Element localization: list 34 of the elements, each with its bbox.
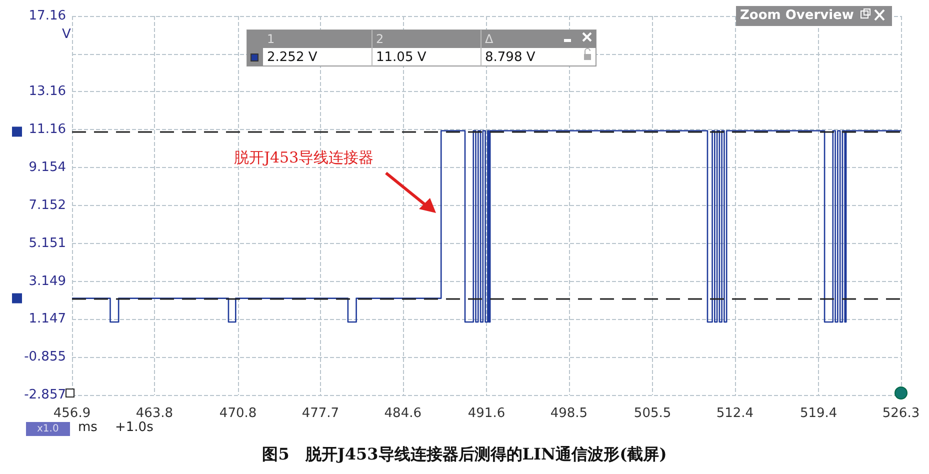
x-tick-label: 456.9 (53, 406, 91, 421)
x-tick-label: 477.7 (302, 406, 340, 421)
x-tick-label: 505.5 (634, 406, 672, 421)
y-tick-label: 1.147 (28, 312, 66, 327)
y-tick-label: 3.149 (28, 274, 66, 289)
y-tick-label: 17.16 (28, 8, 66, 24)
x-tick-label: 498.5 (550, 406, 588, 421)
x-tick-label: 512.4 (716, 406, 754, 421)
x-tick-label: 470.8 (219, 406, 257, 421)
text: x1.0 (37, 424, 59, 434)
annotation: 2 (376, 32, 384, 46)
x-tick-label: 526.3 (882, 406, 920, 421)
y-tick-label: 13.16 (28, 84, 66, 100)
x-tick-label: 484.6 (384, 406, 422, 421)
x-axis-title: ms (78, 420, 98, 435)
y-tick-label: 11.16 (28, 122, 66, 138)
x-tick-label: 463.8 (136, 406, 174, 421)
annotation: 脱开J453导线连接器 (234, 148, 374, 166)
x-tick-label: 491.6 (468, 406, 506, 421)
annotation: 8.798 V (485, 50, 536, 65)
text: 图5 脱开J453导线连接器后测得的LIN通信波形(截屏) (262, 444, 667, 464)
y-tick-label: 9.154 (28, 160, 66, 176)
annotation: Δ (485, 32, 494, 46)
y-axis-title: V (62, 27, 71, 42)
x-tick-label: 519.4 (800, 406, 838, 421)
annotation: 2.252 V (267, 50, 318, 65)
annotation: 11.05 V (376, 50, 426, 65)
y-tick-label: -2.857 (24, 388, 66, 402)
annotation: Zoom Overview (740, 8, 854, 23)
y-tick-label: -0.855 (24, 350, 66, 365)
y-tick-label: 7.152 (28, 198, 66, 213)
y-tick-label: 5.151 (28, 236, 66, 251)
annotation: 1 (267, 32, 275, 46)
text: +1.0s (115, 420, 154, 435)
